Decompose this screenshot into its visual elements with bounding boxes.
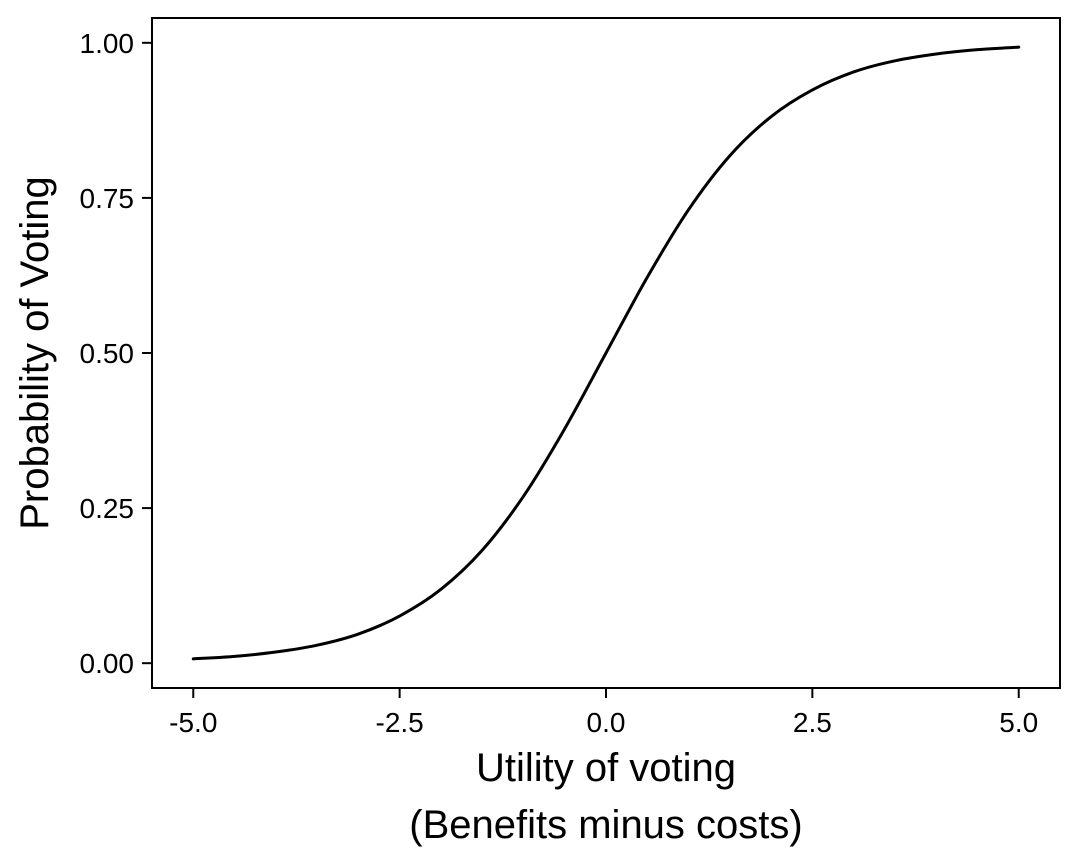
x-tick-label: 0.0 [587, 707, 626, 738]
x-axis-subtitle: (Benefits minus costs) [409, 803, 802, 847]
y-axis-title: Probability of Voting [13, 176, 57, 530]
x-tick-label: 5.0 [999, 707, 1038, 738]
y-tick-label: 0.25 [80, 493, 135, 524]
x-axis-ticks: -5.0 -2.5 0.0 2.5 5.0 [169, 688, 1038, 738]
series-line [191, 45, 1021, 661]
x-axis-title: Utility of voting [476, 746, 736, 790]
x-tick-label: -5.0 [169, 707, 217, 738]
y-tick-label: 0.75 [80, 183, 135, 214]
y-tick-label: 1.00 [80, 28, 135, 59]
x-tick-label: 2.5 [793, 707, 832, 738]
y-tick-label: 0.00 [80, 648, 135, 679]
y-axis-ticks: 0.00 0.25 0.50 0.75 1.00 [80, 28, 152, 679]
x-tick-label: -2.5 [376, 707, 424, 738]
y-tick-label: 0.50 [80, 338, 135, 369]
